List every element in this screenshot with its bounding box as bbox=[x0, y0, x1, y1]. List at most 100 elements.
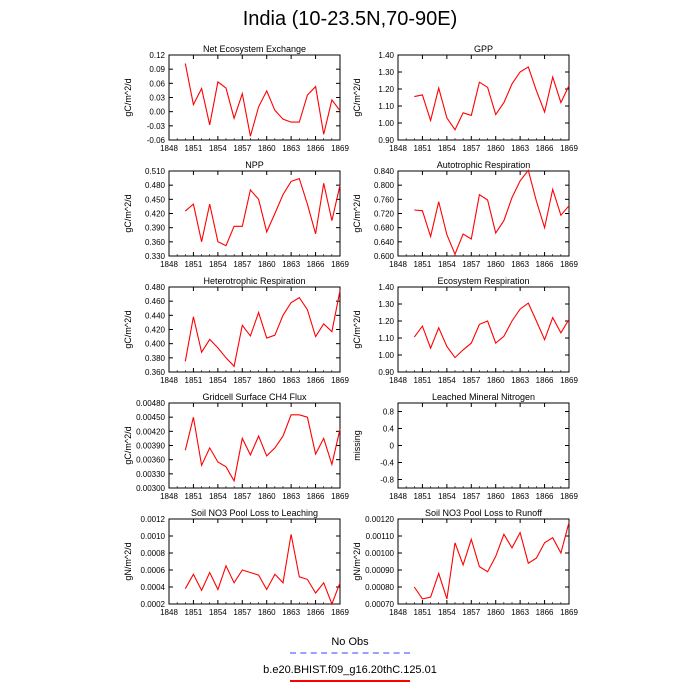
x-tick-label: 1848 bbox=[389, 608, 407, 617]
plot-frame bbox=[397, 54, 570, 141]
x-tick-label: 1857 bbox=[462, 492, 480, 501]
x-tick-label: 1857 bbox=[233, 608, 251, 617]
y-tick-label: 0.00330 bbox=[136, 470, 165, 479]
y-tick-label: 0.00450 bbox=[136, 413, 165, 422]
y-tick-label: 1.30 bbox=[378, 68, 394, 77]
y-tick-label: 0.460 bbox=[145, 297, 166, 306]
y-tick-label: 0.00100 bbox=[365, 549, 394, 558]
series-line bbox=[184, 177, 341, 247]
x-tick-label: 1866 bbox=[536, 492, 554, 501]
y-tick-label: 1.10 bbox=[378, 102, 394, 111]
x-tick-label: 1869 bbox=[331, 376, 349, 385]
x-tick-label: 1863 bbox=[282, 144, 300, 153]
x-tick-label: 1860 bbox=[258, 492, 276, 501]
x-tick-label: 1854 bbox=[209, 492, 227, 501]
y-tick-label: 0.840 bbox=[374, 167, 395, 176]
y-tick-label: 1.10 bbox=[378, 334, 394, 343]
x-tick-label: 1863 bbox=[282, 260, 300, 269]
y-tick-label: 0.720 bbox=[374, 210, 395, 219]
y-axis-label: missing bbox=[352, 430, 362, 461]
chart-panel-6: Ecosystem Respiration gC/m^2/d 1848 1851 185… bbox=[352, 276, 578, 385]
x-tick-label: 1869 bbox=[331, 492, 349, 501]
x-tick-label: 1866 bbox=[536, 260, 554, 269]
x-tick-label: 1866 bbox=[307, 608, 325, 617]
x-tick-label: 1860 bbox=[487, 376, 505, 385]
x-tick-label: 1848 bbox=[389, 376, 407, 385]
y-tick-label: 0.0006 bbox=[141, 566, 166, 575]
x-tick-label: 1866 bbox=[536, 376, 554, 385]
y-tick-label: 0.00070 bbox=[365, 600, 394, 609]
x-tick-label: 1860 bbox=[258, 376, 276, 385]
series-line bbox=[184, 414, 341, 483]
series-line bbox=[184, 534, 341, 606]
y-tick-label: 0.00120 bbox=[365, 515, 394, 524]
x-tick-label: 1869 bbox=[331, 260, 349, 269]
y-tick-label: 0.450 bbox=[145, 195, 166, 204]
x-tick-label: 1869 bbox=[560, 608, 578, 617]
y-tick-label: 1.00 bbox=[378, 119, 394, 128]
y-axis-label: gC/m^2/d bbox=[352, 194, 362, 232]
x-tick-label: 1848 bbox=[389, 492, 407, 501]
x-tick-label: 1866 bbox=[536, 144, 554, 153]
x-tick-label: 1848 bbox=[160, 492, 178, 501]
chart-panel-5: Heterotrophic Respiration gC/m^2/d 1848 185… bbox=[123, 276, 349, 385]
y-tick-label: 0.0002 bbox=[141, 600, 166, 609]
legend-obs-line bbox=[290, 652, 410, 654]
y-tick-label: 0.12 bbox=[149, 51, 165, 60]
x-tick-label: 1854 bbox=[438, 492, 456, 501]
x-tick-label: 1857 bbox=[233, 144, 251, 153]
y-axis-label: gC/m^2/d bbox=[123, 426, 133, 464]
chart-panel-10: Soil NO3 Pool Loss to Runoff gN/m^2/d 1848… bbox=[352, 508, 578, 617]
legend-model-label: b.e20.BHIST.f09_g16.20thC.125.01 bbox=[263, 664, 437, 676]
y-tick-label: 0.00080 bbox=[365, 583, 394, 592]
x-tick-label: 1851 bbox=[414, 376, 432, 385]
x-tick-label: 1863 bbox=[282, 608, 300, 617]
y-tick-label: 0.00390 bbox=[136, 442, 165, 451]
chart-panel-8: Leached Mineral Nitrogen missing 1848 1851 1… bbox=[352, 392, 578, 501]
x-tick-label: 1866 bbox=[307, 260, 325, 269]
x-tick-label: 1857 bbox=[462, 260, 480, 269]
y-tick-label: -0.4 bbox=[380, 459, 394, 468]
x-tick-label: 1857 bbox=[233, 376, 251, 385]
x-tick-label: 1854 bbox=[438, 608, 456, 617]
x-tick-label: 1869 bbox=[331, 144, 349, 153]
y-axis-label: gN/m^2/d bbox=[123, 542, 133, 580]
x-tick-label: 1854 bbox=[209, 608, 227, 617]
y-tick-label: 1.40 bbox=[378, 51, 394, 60]
x-tick-label: 1851 bbox=[185, 260, 203, 269]
plot-frame bbox=[168, 286, 341, 373]
y-tick-label: 0.00360 bbox=[136, 456, 165, 465]
chart-title: Ecosystem Respiration bbox=[437, 276, 529, 286]
chart-title: GPP bbox=[474, 44, 493, 54]
chart-title: Autotrophic Respiration bbox=[437, 160, 531, 170]
y-axis-label: gC/m^2/d bbox=[352, 310, 362, 348]
series-line bbox=[413, 522, 570, 600]
y-tick-label: -0.06 bbox=[147, 136, 166, 145]
x-tick-label: 1851 bbox=[185, 608, 203, 617]
y-tick-label: 0.8 bbox=[383, 408, 395, 417]
series-line bbox=[413, 302, 570, 359]
page-title: India (10-23.5N,70-90E) bbox=[242, 8, 458, 30]
y-tick-label: 0.00110 bbox=[366, 532, 395, 541]
x-tick-label: 1869 bbox=[331, 608, 349, 617]
x-tick-label: 1863 bbox=[511, 144, 529, 153]
y-tick-label: 0.330 bbox=[145, 252, 166, 261]
x-tick-label: 1857 bbox=[233, 492, 251, 501]
x-tick-label: 1866 bbox=[307, 144, 325, 153]
y-tick-label: -0.8 bbox=[380, 476, 394, 485]
y-tick-label: 1.00 bbox=[378, 351, 394, 360]
x-tick-label: 1869 bbox=[560, 376, 578, 385]
x-tick-label: 1851 bbox=[414, 608, 432, 617]
x-tick-label: 1860 bbox=[487, 492, 505, 501]
chart-panel-9: Soil NO3 Pool Loss to Leaching gN/m^2/d 18… bbox=[123, 508, 349, 617]
chart-title: Soil NO3 Pool Loss to Leaching bbox=[191, 508, 318, 518]
x-tick-label: 1854 bbox=[438, 260, 456, 269]
y-tick-label: 0.00 bbox=[149, 108, 165, 117]
x-tick-label: 1848 bbox=[160, 376, 178, 385]
x-tick-label: 1851 bbox=[185, 492, 203, 501]
chart-title: Net Ecosystem Exchange bbox=[203, 44, 306, 54]
plot-frame bbox=[397, 402, 570, 489]
y-axis-label: gC/m^2/d bbox=[123, 194, 133, 232]
y-tick-label: 0.0012 bbox=[141, 515, 166, 524]
y-axis-label: gN/m^2/d bbox=[352, 542, 362, 580]
